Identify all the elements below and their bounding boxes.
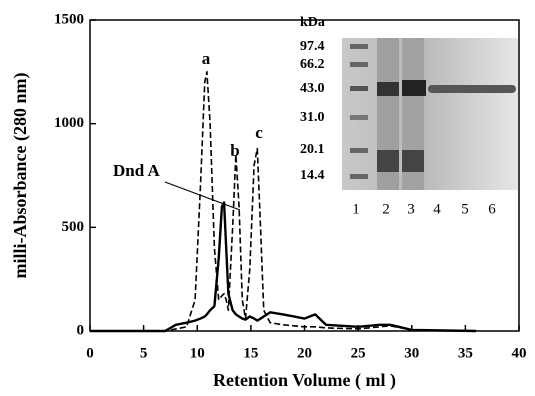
- gel-lane-label: 3: [407, 201, 415, 217]
- x-tick-label: 0: [86, 345, 94, 361]
- gel-lane-label: 4: [433, 201, 441, 217]
- data-line: [90, 202, 476, 331]
- x-tick-label: 40: [512, 345, 527, 361]
- y-tick-label: 1000: [54, 115, 84, 131]
- gel-marker-label: 97.4: [300, 39, 325, 54]
- annotation: c: [255, 123, 263, 142]
- gel-lane-label: 5: [461, 201, 469, 217]
- x-axis-label: Retention Volume ( ml ): [213, 370, 396, 391]
- annotation: Dnd A: [113, 161, 160, 180]
- y-tick-label: 1500: [54, 11, 84, 27]
- x-tick-label: 10: [190, 345, 205, 361]
- gel-marker-label: 31.0: [300, 110, 325, 125]
- y-axis-label: milli-Absorbance (280 nm): [10, 73, 31, 279]
- gel-marker-label: 20.1: [300, 142, 325, 157]
- annotation: a: [202, 49, 211, 68]
- gel-lane-label: 2: [382, 201, 390, 217]
- gel-lane-label: 6: [488, 201, 496, 217]
- annotation-pointer: [165, 182, 240, 210]
- x-tick-label: 35: [458, 345, 473, 361]
- x-tick-label: 5: [140, 345, 148, 361]
- annotation: b: [230, 141, 239, 160]
- x-tick-label: 25: [351, 345, 366, 361]
- gel-image: [342, 38, 518, 190]
- x-tick-label: 30: [404, 345, 419, 361]
- x-tick-label: 20: [297, 345, 312, 361]
- chart: 0510152025303540050010001500Retention Vo…: [0, 0, 535, 396]
- y-tick-label: 500: [62, 219, 85, 235]
- gel-marker-label: 43.0: [300, 81, 325, 96]
- gel-unit-label: kDa: [300, 15, 325, 30]
- x-tick-label: 15: [243, 345, 258, 361]
- gel-marker-label: 14.4: [300, 168, 325, 183]
- y-tick-label: 0: [77, 322, 85, 338]
- gel-marker-label: 66.2: [300, 57, 325, 72]
- gel-lane-label: 1: [352, 201, 360, 217]
